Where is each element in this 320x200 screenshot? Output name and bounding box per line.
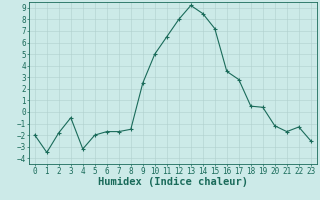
X-axis label: Humidex (Indice chaleur): Humidex (Indice chaleur) [98, 177, 248, 187]
